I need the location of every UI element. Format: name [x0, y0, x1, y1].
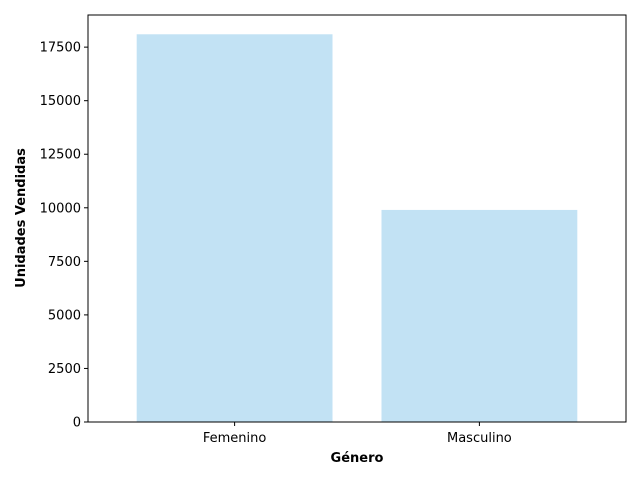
y-tick-label: 12500	[40, 148, 81, 163]
plot-frame	[87, 14, 627, 423]
y-tick-label: 5000	[48, 308, 81, 323]
y-tick-label: 7500	[48, 255, 81, 270]
bar-femenino	[136, 34, 333, 422]
x-axis-label: Género	[331, 451, 384, 466]
x-tick-label: Femenino	[203, 431, 267, 446]
y-tick-label: 15000	[40, 94, 81, 109]
ticks-layer: 0 2500 5000 7500 10000 12500 15000 17500 Femenin…	[40, 41, 512, 446]
bars-layer	[136, 34, 578, 422]
x-tick-label: Masculino	[447, 431, 512, 446]
y-tick-label: 10000	[40, 201, 81, 216]
y-axis-label: Unidades Vendidas	[14, 148, 29, 288]
y-tick-label: 2500	[48, 362, 81, 377]
y-tick-label: 0	[73, 416, 81, 431]
bar-masculino	[381, 209, 578, 422]
axes-layer	[87, 14, 627, 423]
y-tick-label: 17500	[40, 41, 81, 56]
